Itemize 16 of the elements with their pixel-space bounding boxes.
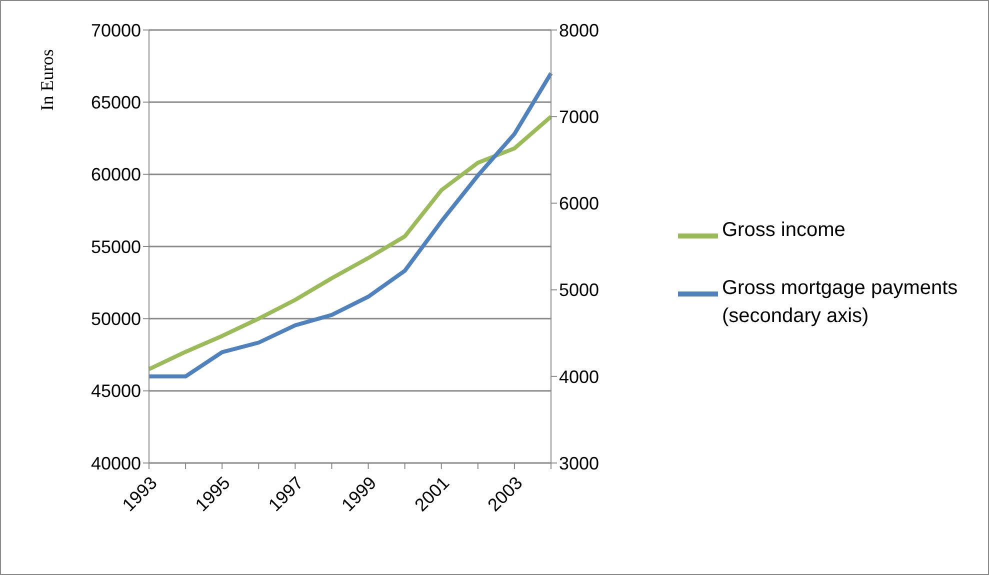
- y-tick-label: 50000: [90, 309, 141, 330]
- y2-tick-label: 6000: [559, 194, 600, 214]
- y-tick-label: 40000: [90, 453, 141, 474]
- y-tick-label: 55000: [90, 236, 141, 257]
- y2-tick-label: 3000: [559, 453, 600, 474]
- y-axis-title: In Euros: [37, 49, 57, 111]
- y-tick-label: 60000: [90, 164, 141, 185]
- y2-tick-label: 7000: [559, 106, 600, 127]
- legend-label: Gross mortgage payments (secondary axis): [722, 276, 959, 328]
- legend-label: Gross income: [722, 218, 846, 242]
- y-tick-label: 65000: [90, 92, 141, 113]
- y2-tick-label: 8000: [559, 20, 600, 40]
- y-tick-label: 70000: [90, 20, 141, 40]
- y-tick-label: 45000: [90, 381, 141, 402]
- y2-tick-label: 4000: [559, 366, 600, 387]
- y2-tick-label: 5000: [559, 280, 600, 300]
